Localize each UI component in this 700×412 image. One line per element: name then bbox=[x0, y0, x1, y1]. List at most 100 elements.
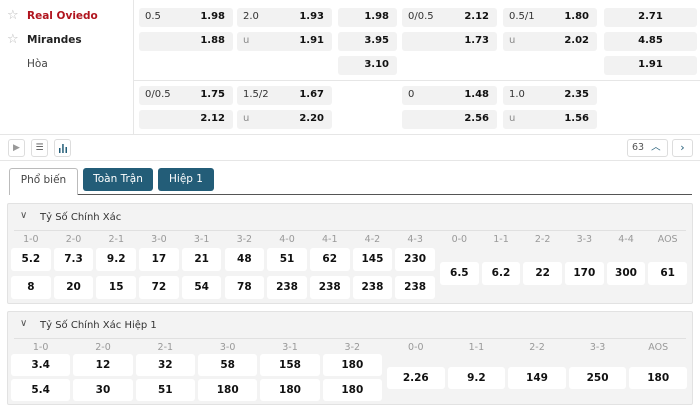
score-odds-home[interactable]: 17 bbox=[139, 248, 179, 271]
home-team-name: Real Oviedo bbox=[27, 10, 98, 22]
score-label: 2-2 bbox=[534, 234, 551, 245]
score-odds-away[interactable]: 8 bbox=[11, 276, 51, 299]
play-icon[interactable]: ▶ bbox=[8, 139, 25, 157]
score-odds-home[interactable]: 51 bbox=[267, 248, 307, 271]
score-odds-home[interactable]: 48 bbox=[224, 248, 265, 271]
tab-first-half[interactable]: Hiệp 1 bbox=[158, 168, 214, 191]
score-odds-away[interactable]: 238 bbox=[267, 276, 307, 299]
tab-popular[interactable]: Phổ biến bbox=[9, 168, 78, 195]
score-odds-draw[interactable]: 300 bbox=[606, 262, 646, 285]
more-markets-button[interactable]: 63 ︿ bbox=[627, 139, 668, 157]
odds-cell[interactable]: 3.95 bbox=[338, 32, 397, 51]
score-odds-away[interactable]: 15 bbox=[96, 276, 137, 299]
score-odds-draw[interactable]: 22 bbox=[523, 262, 562, 285]
score-odds-draw[interactable]: 180 bbox=[629, 366, 687, 389]
section-title[interactable]: Tỷ Số Chính Xác Hiệp 1 bbox=[40, 320, 157, 331]
odds-cell[interactable]: 0/0.5 2.12 bbox=[402, 8, 497, 27]
odds-cell[interactable]: 0.5 1.98 bbox=[139, 8, 233, 27]
odds-cell[interactable]: 1.88 bbox=[139, 32, 233, 51]
score-odds-draw[interactable]: 149 bbox=[508, 366, 566, 389]
score-label: AOS bbox=[648, 342, 669, 353]
chevron-down-icon[interactable]: ∨ bbox=[20, 318, 28, 329]
score-label: 0-0 bbox=[408, 342, 424, 353]
score-odds-draw[interactable]: 2.26 bbox=[387, 366, 445, 389]
score-odds-draw[interactable]: 6.5 bbox=[440, 262, 479, 285]
odds-cell[interactable]: 0/0.5 1.75 bbox=[139, 86, 233, 105]
score-odds-draw[interactable]: 61 bbox=[648, 262, 687, 285]
score-odds-home[interactable]: 7.3 bbox=[53, 248, 94, 271]
score-odds-away[interactable]: 20 bbox=[53, 276, 94, 299]
odds-cell[interactable]: 0 1.48 bbox=[402, 86, 497, 105]
odds-cell[interactable]: 2.12 bbox=[139, 110, 233, 129]
odds-cell[interactable]: 3.10 bbox=[338, 56, 397, 75]
odds-cell[interactable]: 2.56 bbox=[402, 110, 497, 129]
odds-cell[interactable]: u 1.91 bbox=[237, 32, 332, 51]
score-odds-draw[interactable]: 250 bbox=[568, 366, 627, 389]
score-odds-home[interactable]: 230 bbox=[395, 248, 435, 271]
score-odds-home[interactable]: 158 bbox=[260, 354, 320, 376]
odds-cell[interactable]: 0.5/1 1.80 bbox=[503, 8, 597, 27]
odds-value: 1.98 bbox=[200, 11, 225, 22]
odds-cell[interactable]: u 2.20 bbox=[237, 110, 332, 129]
divider bbox=[14, 230, 686, 231]
score-label: 3-2 bbox=[344, 342, 361, 353]
score-odds-home[interactable]: 180 bbox=[322, 354, 382, 376]
odds-value: 2.12 bbox=[200, 113, 225, 124]
score-odds-draw[interactable]: 6.2 bbox=[481, 262, 521, 285]
odds-cell[interactable]: 1.98 bbox=[338, 8, 397, 27]
divider bbox=[133, 0, 134, 134]
odds-cell[interactable]: 1.91 bbox=[604, 56, 697, 75]
score-odds-home[interactable]: 9.2 bbox=[96, 248, 137, 271]
handicap-line: 0/0.5 bbox=[145, 89, 171, 100]
score-label: 3-0 bbox=[219, 342, 236, 353]
score-odds-away[interactable]: 180 bbox=[260, 379, 320, 401]
score-odds-home[interactable]: 21 bbox=[181, 248, 222, 271]
odds-cell[interactable]: 2.71 bbox=[604, 8, 697, 27]
odds-cell[interactable]: 1.5/2 1.67 bbox=[237, 86, 332, 105]
score-odds-away[interactable]: 5.4 bbox=[11, 379, 71, 401]
odds-cell[interactable]: u 2.02 bbox=[503, 32, 597, 51]
odds-value: 4.85 bbox=[638, 35, 663, 46]
score-label: 3-0 bbox=[151, 234, 167, 245]
score-label: 4-0 bbox=[279, 234, 295, 245]
score-odds-home[interactable]: 62 bbox=[309, 248, 350, 271]
score-odds-away[interactable]: 238 bbox=[395, 276, 435, 299]
score-odds-home[interactable]: 58 bbox=[198, 354, 258, 376]
score-odds-away[interactable]: 30 bbox=[73, 379, 133, 401]
score-odds-away[interactable]: 238 bbox=[352, 276, 393, 299]
score-odds-draw[interactable]: 9.2 bbox=[447, 366, 506, 389]
score-odds-draw[interactable]: 170 bbox=[565, 262, 604, 285]
odds-cell[interactable]: 4.85 bbox=[604, 32, 697, 51]
odds-cell[interactable]: 2.0 1.93 bbox=[237, 8, 332, 27]
chevron-down-icon[interactable]: ∨ bbox=[20, 210, 28, 221]
bar-chart-icon[interactable] bbox=[54, 139, 71, 157]
odds-value: 1.80 bbox=[564, 11, 589, 22]
tab-full-match[interactable]: Toàn Trận bbox=[83, 168, 153, 191]
score-odds-away[interactable]: 238 bbox=[309, 276, 350, 299]
score-odds-away[interactable]: 78 bbox=[224, 276, 265, 299]
score-odds-away[interactable]: 72 bbox=[139, 276, 179, 299]
favorite-star-icon[interactable]: ☆ bbox=[7, 32, 19, 47]
score-odds-away[interactable]: 180 bbox=[322, 379, 382, 401]
list-icon[interactable]: ☰ bbox=[31, 139, 48, 157]
score-odds-away[interactable]: 54 bbox=[181, 276, 222, 299]
odds-cell[interactable]: 1.73 bbox=[402, 32, 497, 51]
score-odds-home[interactable]: 145 bbox=[352, 248, 393, 271]
score-label: 1-1 bbox=[493, 234, 509, 245]
score-odds-away[interactable]: 51 bbox=[135, 379, 195, 401]
score-odds-away[interactable]: 180 bbox=[198, 379, 258, 401]
score-odds-home[interactable]: 12 bbox=[73, 354, 133, 376]
favorite-star-icon[interactable]: ☆ bbox=[7, 8, 19, 23]
odds-value: 1.91 bbox=[299, 35, 324, 46]
score-odds-home[interactable]: 32 bbox=[135, 354, 195, 376]
odds-value: 2.56 bbox=[464, 113, 489, 124]
handicap-line: u bbox=[243, 35, 250, 46]
handicap-line: 2.0 bbox=[243, 11, 259, 22]
section-title[interactable]: Tỷ Số Chính Xác bbox=[40, 212, 122, 223]
score-odds-home[interactable]: 5.2 bbox=[11, 248, 51, 271]
score-odds-home[interactable]: 3.4 bbox=[11, 354, 71, 376]
chevron-right-icon[interactable]: › bbox=[672, 139, 693, 157]
odds-value: 2.12 bbox=[464, 11, 489, 22]
odds-cell[interactable]: 1.0 2.35 bbox=[503, 86, 597, 105]
odds-cell[interactable]: u 1.56 bbox=[503, 110, 597, 129]
